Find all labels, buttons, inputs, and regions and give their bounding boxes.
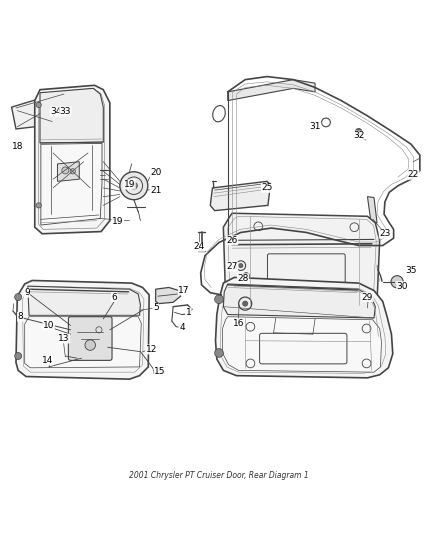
Polygon shape [215, 277, 393, 378]
Polygon shape [35, 85, 110, 234]
Text: 26: 26 [226, 236, 238, 245]
Polygon shape [223, 284, 375, 318]
Text: 20: 20 [150, 168, 161, 177]
Text: 14: 14 [42, 356, 53, 365]
Text: 28: 28 [237, 274, 249, 283]
Polygon shape [16, 280, 149, 379]
Text: 16: 16 [233, 319, 244, 328]
Polygon shape [41, 143, 102, 225]
Circle shape [215, 349, 223, 357]
Text: 8: 8 [18, 312, 23, 321]
Text: 22: 22 [408, 171, 419, 179]
Text: 27: 27 [226, 262, 238, 271]
Polygon shape [228, 79, 315, 101]
Text: 29: 29 [362, 293, 373, 302]
Text: 33: 33 [60, 107, 71, 116]
Polygon shape [367, 197, 377, 223]
Text: 23: 23 [379, 229, 391, 238]
Text: 15: 15 [154, 367, 166, 376]
Text: 32: 32 [353, 131, 364, 140]
Circle shape [243, 272, 250, 280]
Circle shape [14, 294, 21, 301]
Circle shape [36, 102, 41, 108]
FancyBboxPatch shape [68, 317, 112, 360]
Polygon shape [210, 181, 271, 211]
Text: 35: 35 [405, 266, 417, 276]
Text: 19: 19 [112, 217, 124, 226]
Polygon shape [28, 286, 141, 316]
Circle shape [36, 203, 41, 208]
Circle shape [391, 276, 403, 288]
Polygon shape [223, 213, 380, 310]
Circle shape [243, 301, 248, 306]
Text: 12: 12 [146, 345, 157, 354]
Circle shape [355, 128, 362, 135]
Polygon shape [155, 287, 180, 304]
Polygon shape [25, 317, 141, 368]
Text: 4: 4 [179, 323, 185, 332]
Text: 34: 34 [50, 107, 62, 116]
Text: 13: 13 [58, 334, 70, 343]
Text: 21: 21 [150, 185, 161, 195]
Text: 6: 6 [111, 293, 117, 302]
Text: 10: 10 [43, 321, 54, 330]
Circle shape [62, 167, 69, 174]
Polygon shape [223, 317, 381, 372]
Circle shape [131, 182, 138, 189]
Text: 24: 24 [194, 243, 205, 252]
Circle shape [215, 295, 223, 304]
Polygon shape [40, 88, 103, 143]
Text: 25: 25 [261, 183, 273, 192]
Text: 1: 1 [186, 308, 191, 317]
Text: 30: 30 [397, 281, 408, 290]
Circle shape [239, 263, 243, 268]
Circle shape [120, 172, 148, 200]
Polygon shape [57, 161, 79, 181]
Text: 18: 18 [12, 142, 24, 151]
Circle shape [85, 340, 95, 350]
Text: 17: 17 [178, 286, 190, 295]
Text: 9: 9 [24, 288, 30, 297]
Polygon shape [12, 90, 73, 129]
Text: 5: 5 [153, 303, 159, 312]
Circle shape [14, 352, 21, 359]
Circle shape [70, 169, 75, 174]
Text: 2001 Chrysler PT Cruiser Door, Rear Diagram 1: 2001 Chrysler PT Cruiser Door, Rear Diag… [129, 471, 309, 480]
Text: 19: 19 [124, 180, 135, 189]
Text: 31: 31 [309, 122, 321, 131]
